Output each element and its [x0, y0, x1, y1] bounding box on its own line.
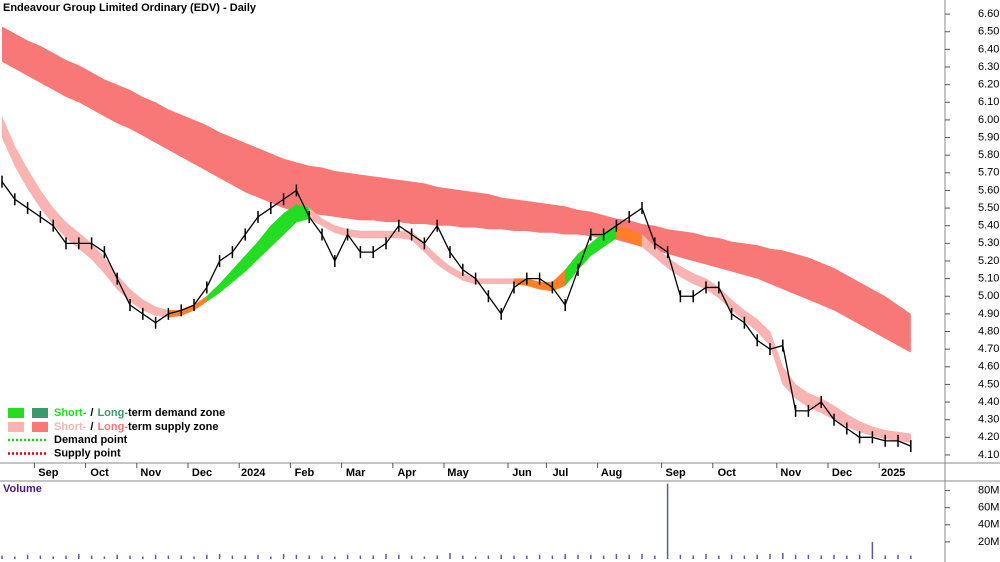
legend-long: Long- [97, 421, 128, 433]
y-tick-label: 4.20 [978, 431, 999, 443]
y-tick-label: 4.50 [978, 378, 999, 390]
y-tick-label: 5.10 [978, 273, 999, 285]
y-tick-label: 5.80 [978, 149, 999, 161]
y-tick-label: 6.00 [978, 114, 999, 126]
y-tick-label: 4.70 [978, 343, 999, 355]
legend-entry: Supply point [54, 447, 121, 459]
x-tick-label: Feb [295, 467, 315, 479]
legend-swatch [8, 408, 24, 418]
volume-tick-label: 60M [978, 502, 999, 514]
y-tick-label: 6.60 [978, 8, 999, 20]
x-tick-label: Aug [601, 467, 622, 479]
legend-short: Short- [54, 421, 87, 433]
y-tick-label: 5.40 [978, 220, 999, 232]
legend-swatch [32, 422, 48, 432]
x-tick-label: Apr [397, 467, 417, 479]
y-tick-label: 5.90 [978, 131, 999, 143]
y-tick-label: 4.60 [978, 361, 999, 373]
short-term-band [500, 278, 515, 285]
plot [1, 26, 912, 559]
legend-entry: Demand point [54, 434, 128, 446]
y-tick-label: 5.50 [978, 202, 999, 214]
y-tick-label: 6.50 [978, 26, 999, 38]
y-tick-label: 5.60 [978, 184, 999, 196]
x-tick-label: Sep [38, 467, 58, 479]
legend-long: Long- [97, 407, 128, 419]
y-tick-label: 4.40 [978, 396, 999, 408]
x-tick-label: 2024 [241, 467, 266, 479]
x-tick-label: Mar [346, 467, 366, 479]
x-tick-label: May [447, 467, 469, 479]
legend-text: term demand zone [128, 407, 225, 419]
short-term-band [372, 230, 387, 239]
legend-swatch [32, 408, 48, 418]
legend-swatch [8, 422, 24, 432]
legend-entry: Short- / Long-term demand zone [54, 407, 225, 419]
y-tick-label: 6.40 [978, 43, 999, 55]
short-term-band [488, 278, 502, 285]
legend-entry: Short- / Long-term supply zone [54, 421, 218, 433]
legend-sep: / [90, 421, 93, 433]
y-tick-label: 5.00 [978, 290, 999, 302]
y-tick-label: 4.10 [978, 449, 999, 461]
chart-title: Endeavour Group Limited Ordinary (EDV) -… [3, 2, 257, 14]
short-term-band [884, 429, 899, 442]
legend-short: Short- [54, 407, 87, 419]
volume-label: Volume [3, 483, 42, 495]
x-tick-label: Jun [512, 467, 532, 479]
legend-text: term supply zone [128, 421, 218, 433]
y-tick-label: 5.70 [978, 167, 999, 179]
x-tick-label: Oct [718, 467, 737, 479]
price-line [1, 181, 912, 447]
short-term-band [360, 230, 374, 239]
y-tick-label: 6.20 [978, 79, 999, 91]
x-tick-label: Jul [552, 467, 568, 479]
x-tick-label: Nov [140, 467, 162, 479]
x-tick-label: Nov [780, 467, 802, 479]
volume-tick-label: 20M [978, 536, 999, 548]
long-term-band [2, 26, 911, 353]
y-tick-label: 4.80 [978, 325, 999, 337]
volume-tick-label: 40M [978, 519, 999, 531]
y-tick-label: 5.20 [978, 255, 999, 267]
y-tick-label: 4.90 [978, 308, 999, 320]
x-tick-label: Oct [90, 467, 109, 479]
y-tick-label: 6.30 [978, 61, 999, 73]
x-tick-label: Dec [832, 467, 852, 479]
y-tick-label: 5.30 [978, 237, 999, 249]
x-tick-label: Dec [192, 467, 212, 479]
x-tick-label: 2025 [881, 467, 905, 479]
y-tick-label: 4.30 [978, 414, 999, 426]
volume-tick-label: 80M [978, 484, 999, 496]
x-tick-label: Sep [666, 467, 686, 479]
legend-sep: / [90, 407, 93, 419]
short-term-band [398, 230, 412, 241]
y-tick-label: 6.10 [978, 96, 999, 108]
